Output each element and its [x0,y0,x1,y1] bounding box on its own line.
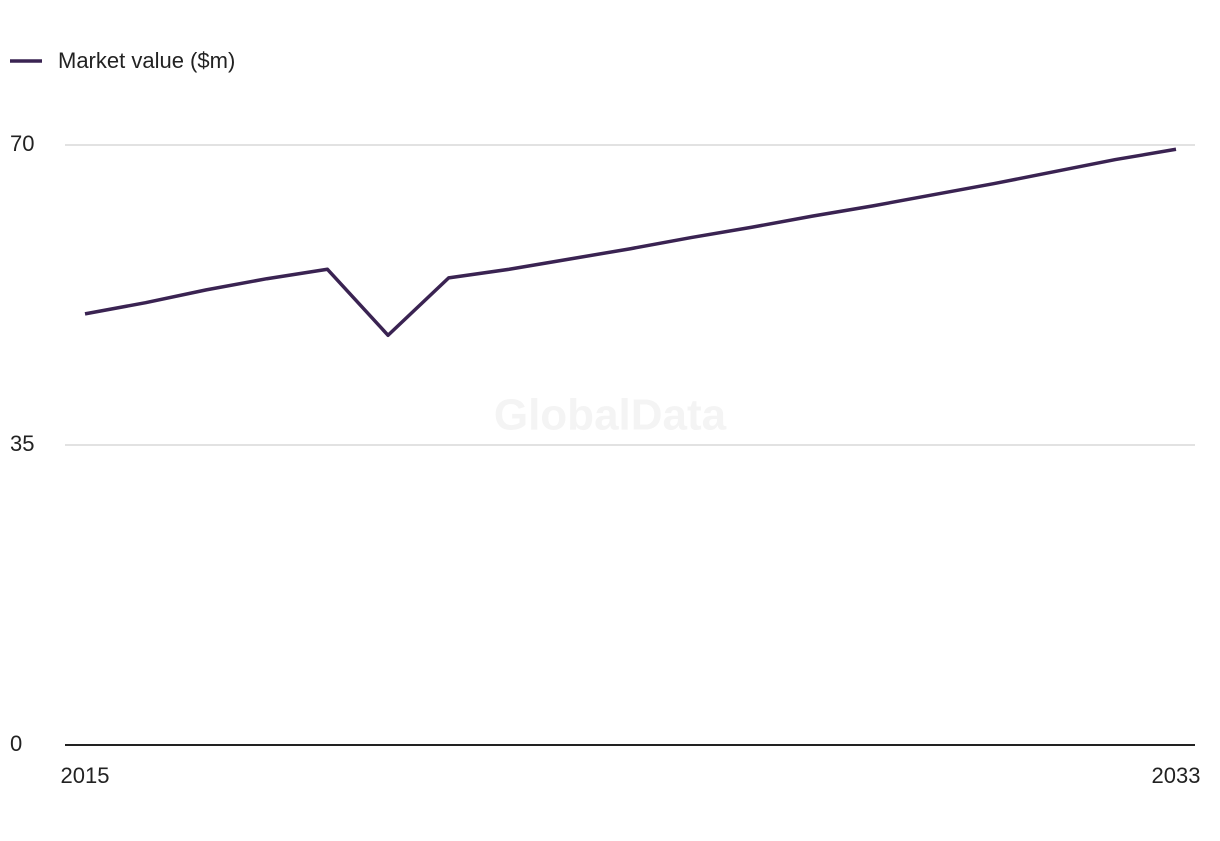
y-tick-label: 35 [10,431,34,456]
x-tick-label: 2033 [1152,763,1201,788]
legend-label: Market value ($m) [58,48,235,73]
x-tick-label: 2015 [61,763,110,788]
y-tick-label: 0 [10,731,22,756]
series-line [84,147,1177,338]
y-tick-label: 70 [10,131,34,156]
watermark: GlobalData [494,391,727,440]
